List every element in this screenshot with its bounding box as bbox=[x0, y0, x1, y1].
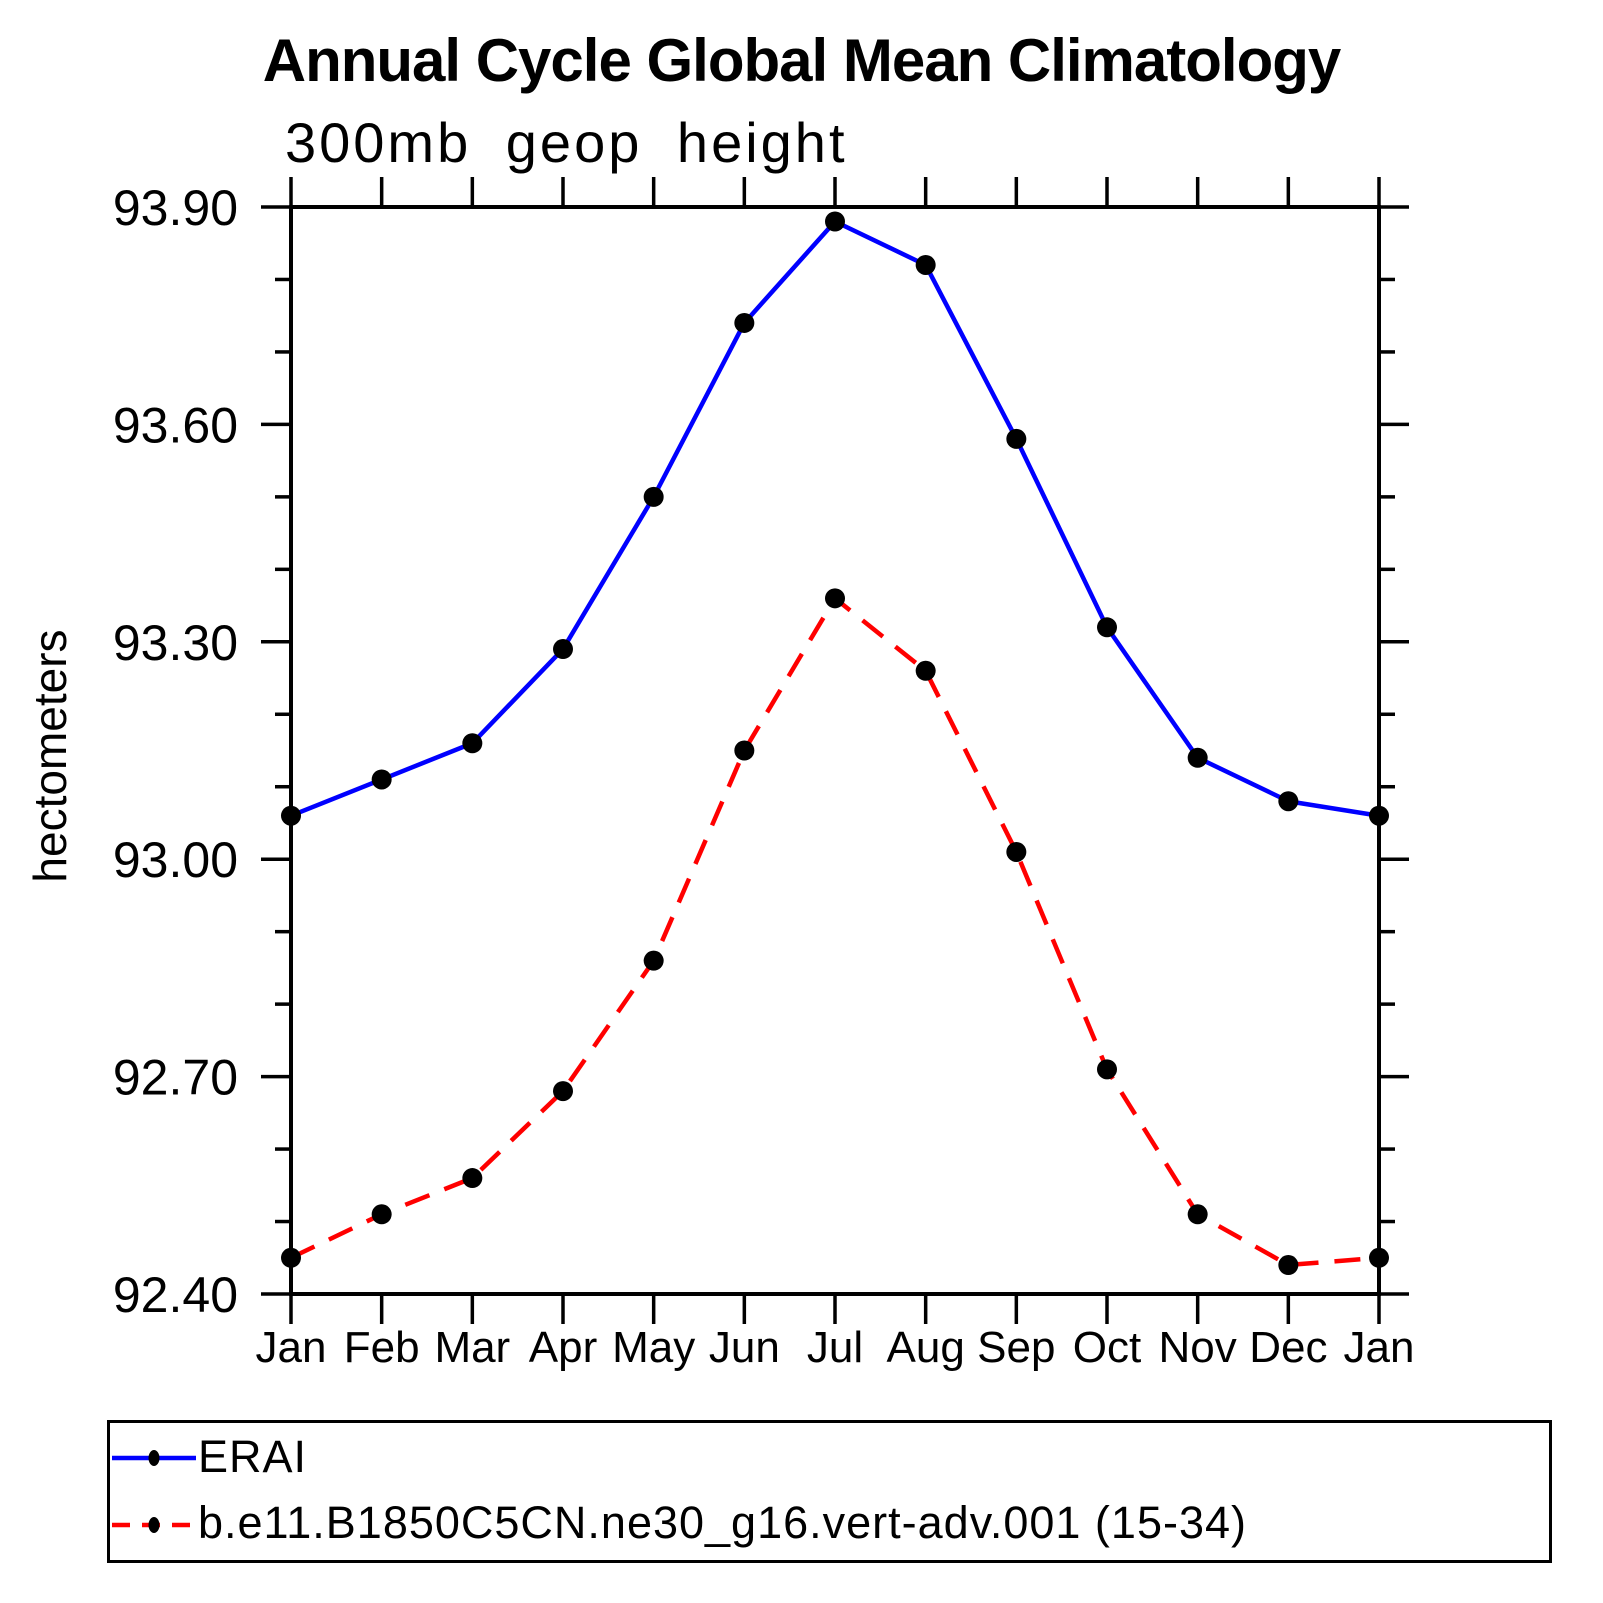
data-point-marker-series-0 bbox=[1006, 428, 1027, 449]
y-tick-label: 92.70 bbox=[113, 1050, 238, 1106]
x-tick-label: Oct bbox=[1073, 1323, 1141, 1372]
data-point-marker-series-1 bbox=[371, 1204, 392, 1225]
legend-label-erai: ERAI bbox=[198, 1430, 308, 1482]
x-tick-label: Jun bbox=[709, 1323, 780, 1372]
x-tick-label: Mar bbox=[434, 1323, 510, 1372]
y-tick-label: 93.00 bbox=[113, 832, 238, 888]
data-point-marker-series-0 bbox=[643, 486, 664, 507]
data-point-marker-series-0 bbox=[915, 254, 936, 275]
legend-item-erai: ERAI bbox=[110, 1427, 1549, 1489]
y-tick-label: 92.40 bbox=[113, 1267, 238, 1323]
data-point-marker-series-1 bbox=[734, 740, 755, 761]
x-tick-label: Aug bbox=[887, 1323, 965, 1372]
y-axis-label: hectometers bbox=[24, 629, 76, 882]
data-point-marker-series-1 bbox=[825, 588, 845, 609]
data-point-marker-series-0 bbox=[553, 639, 573, 660]
data-point-marker-series-1 bbox=[281, 1247, 301, 1268]
data-point-marker-series-1 bbox=[643, 950, 664, 971]
data-point-marker-series-1 bbox=[1278, 1255, 1299, 1276]
data-point-marker-series-0 bbox=[1187, 747, 1208, 768]
data-point-marker-series-1 bbox=[462, 1168, 483, 1189]
x-tick-label: Dec bbox=[1249, 1323, 1327, 1372]
data-point-marker-series-0 bbox=[371, 769, 392, 790]
y-tick-label: 93.60 bbox=[113, 397, 238, 453]
x-tick-label: Jan bbox=[1344, 1323, 1415, 1372]
y-tick-label: 93.30 bbox=[113, 615, 238, 671]
x-tick-label: Nov bbox=[1159, 1323, 1237, 1372]
data-point-marker-series-0 bbox=[1369, 805, 1389, 826]
erai-line-sample bbox=[112, 1450, 196, 1467]
series-line-1 bbox=[290, 596, 1380, 1268]
data-point-marker-series-1 bbox=[1369, 1247, 1389, 1268]
data-point-marker-series-0 bbox=[1097, 617, 1117, 638]
data-point-marker-series-1 bbox=[915, 660, 936, 681]
x-tick-label: Apr bbox=[529, 1323, 597, 1372]
x-tick-label: Jan bbox=[256, 1323, 327, 1372]
chart-title: Annual Cycle Global Mean Climatology bbox=[262, 27, 1342, 94]
data-point-marker-series-0 bbox=[281, 805, 301, 826]
series-line-0 bbox=[290, 219, 1380, 818]
model-line-sample bbox=[112, 1516, 196, 1533]
x-tick-label: Feb bbox=[344, 1323, 420, 1372]
chart-subtitle: 300mb geop height bbox=[285, 111, 848, 174]
data-point-marker-series-0 bbox=[825, 211, 845, 232]
legend-label-model: b.e11.B1850C5CN.ne30_g16.vert-adv.001 (1… bbox=[198, 1497, 1247, 1549]
data-point-marker-series-0 bbox=[462, 733, 483, 754]
data-point-marker-series-1 bbox=[1097, 1059, 1117, 1080]
data-point-marker-series-0 bbox=[1278, 791, 1299, 812]
legend: ERAI b.e11.B1850C5CN.ne30_g16.vert-adv.0… bbox=[107, 1420, 1552, 1563]
y-tick-label: 93.90 bbox=[113, 180, 238, 236]
x-tick-label: Jul bbox=[807, 1323, 863, 1372]
data-point-marker-series-1 bbox=[553, 1081, 573, 1102]
legend-item-model: b.e11.B1850C5CN.ne30_g16.vert-adv.001 (1… bbox=[110, 1494, 1549, 1556]
x-tick-label: May bbox=[612, 1323, 695, 1372]
data-point-marker-series-1 bbox=[1187, 1204, 1208, 1225]
data-point-marker-series-0 bbox=[734, 312, 755, 333]
data-point-marker-series-1 bbox=[1006, 841, 1027, 862]
x-tick-label: Sep bbox=[977, 1323, 1055, 1372]
